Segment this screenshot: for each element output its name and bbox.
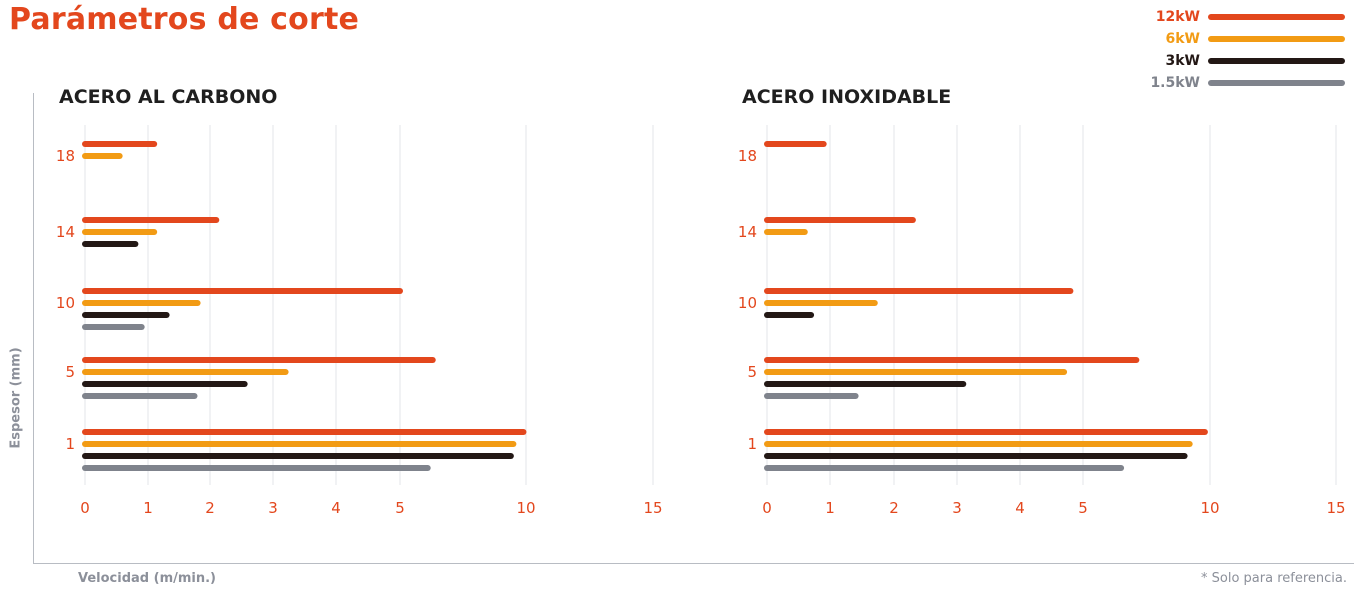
y-tick-label-carbon-steel-10: 10: [56, 294, 75, 312]
chart-stainless-steel: 0 1 2 3 4 5 10 15 18 14 10 5 1: [738, 125, 1346, 517]
footnote: * Solo para referencia.: [1201, 571, 1347, 586]
x-tick-label-carbon-steel-5: 5: [395, 499, 405, 517]
legend-item-6kw: 6kW: [1125, 28, 1345, 50]
y-tick-label-stainless-steel-18: 18: [738, 147, 757, 165]
legend-label-3kw: 3kW: [1165, 53, 1201, 69]
x-tick-label-carbon-steel-1: 1: [143, 499, 153, 517]
legend-item-3kw: 3kW: [1125, 50, 1345, 72]
legend-swatch-1-5kw: [1208, 80, 1345, 86]
x-tick-label-stainless-steel-10: 10: [1200, 499, 1219, 517]
x-tick-label-stainless-steel-3: 3: [952, 499, 962, 517]
x-tick-label-stainless-steel-5: 5: [1078, 499, 1088, 517]
x-axis-label: Velocidad (m/min.): [78, 571, 216, 586]
y-tick-label-carbon-steel-1: 1: [65, 435, 75, 453]
y-tick-label-stainless-steel-14: 14: [738, 223, 757, 241]
x-tick-label-carbon-steel-10: 10: [516, 499, 535, 517]
legend-swatch-3kw: [1208, 58, 1345, 64]
x-tick-label-stainless-steel-2: 2: [889, 499, 899, 517]
y-tick-label-carbon-steel-18: 18: [56, 147, 75, 165]
x-tick-label-carbon-steel-3: 3: [268, 499, 278, 517]
frame-left-line: [33, 93, 34, 564]
x-tick-label-carbon-steel-15: 15: [643, 499, 662, 517]
y-tick-label-carbon-steel-5: 5: [65, 363, 75, 381]
chart-title-stainless-steel: ACERO INOXIDABLE: [742, 86, 952, 108]
x-tick-label-stainless-steel-0: 0: [762, 499, 772, 517]
legend-swatch-12kw: [1208, 14, 1345, 20]
page-title: Parámetros de corte: [9, 2, 360, 37]
x-tick-label-carbon-steel-2: 2: [205, 499, 215, 517]
x-tick-label-stainless-steel-15: 15: [1326, 499, 1345, 517]
y-tick-label-stainless-steel-1: 1: [747, 435, 757, 453]
legend-item-1-5kw: 1.5kW: [1125, 72, 1345, 94]
legend-swatch-6kw: [1208, 36, 1345, 42]
legend: 12kW 6kW 3kW 1.5kW: [1125, 6, 1345, 94]
y-tick-label-stainless-steel-10: 10: [738, 294, 757, 312]
x-tick-label-stainless-steel-1: 1: [825, 499, 835, 517]
chart-title-carbon-steel: ACERO AL CARBONO: [59, 86, 278, 108]
y-tick-label-stainless-steel-5: 5: [747, 363, 757, 381]
y-tick-label-carbon-steel-14: 14: [56, 223, 75, 241]
x-tick-label-stainless-steel-4: 4: [1015, 499, 1025, 517]
x-tick-label-carbon-steel-0: 0: [80, 499, 90, 517]
legend-label-12kw: 12kW: [1155, 9, 1200, 25]
frame-bottom-line: [33, 563, 1354, 564]
legend-label-1-5kw: 1.5kW: [1150, 75, 1200, 91]
legend-label-6kw: 6kW: [1165, 31, 1201, 47]
chart-carbon-steel: 0 1 2 3 4 5 10 15 18 14 10 5 1: [56, 125, 663, 517]
legend-item-12kw: 12kW: [1125, 6, 1345, 28]
x-tick-label-carbon-steel-4: 4: [331, 499, 341, 517]
